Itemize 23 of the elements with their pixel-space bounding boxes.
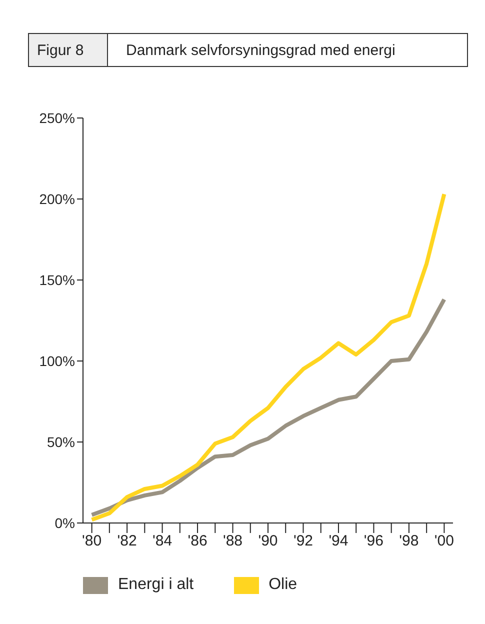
- y-tick-label: 50%: [46, 434, 75, 450]
- x-tick-label: '86: [188, 532, 208, 550]
- y-tick-label: 100%: [39, 352, 75, 369]
- x-tick-label: '92: [293, 532, 314, 550]
- x-tick-label: '80: [82, 532, 102, 550]
- x-tick-label: '88: [222, 532, 243, 550]
- x-tick-label: '94: [328, 532, 348, 550]
- x-tick-label: '90: [258, 532, 278, 550]
- x-tick-label: '98: [399, 532, 419, 550]
- line-series: [90, 297, 446, 517]
- y-tick-label: 150%: [39, 272, 75, 288]
- y-tick-label: 200%: [39, 190, 75, 207]
- x-tick-label: '96: [364, 532, 384, 550]
- x-tick-label: '82: [117, 532, 137, 550]
- legend-label: Olie: [268, 576, 298, 594]
- x-tick-label: '00: [434, 532, 454, 550]
- text: Figur 8: [29, 34, 108, 66]
- line-series: [90, 192, 446, 522]
- x-tick-label: '84: [152, 532, 172, 550]
- chart-title: Danmark selvforsyningsgrad med energi: [125, 40, 396, 60]
- legend-label: Energi i alt: [118, 576, 194, 594]
- y-tick-label: 0%: [54, 514, 75, 531]
- y-tick-label: 250%: [39, 110, 75, 126]
